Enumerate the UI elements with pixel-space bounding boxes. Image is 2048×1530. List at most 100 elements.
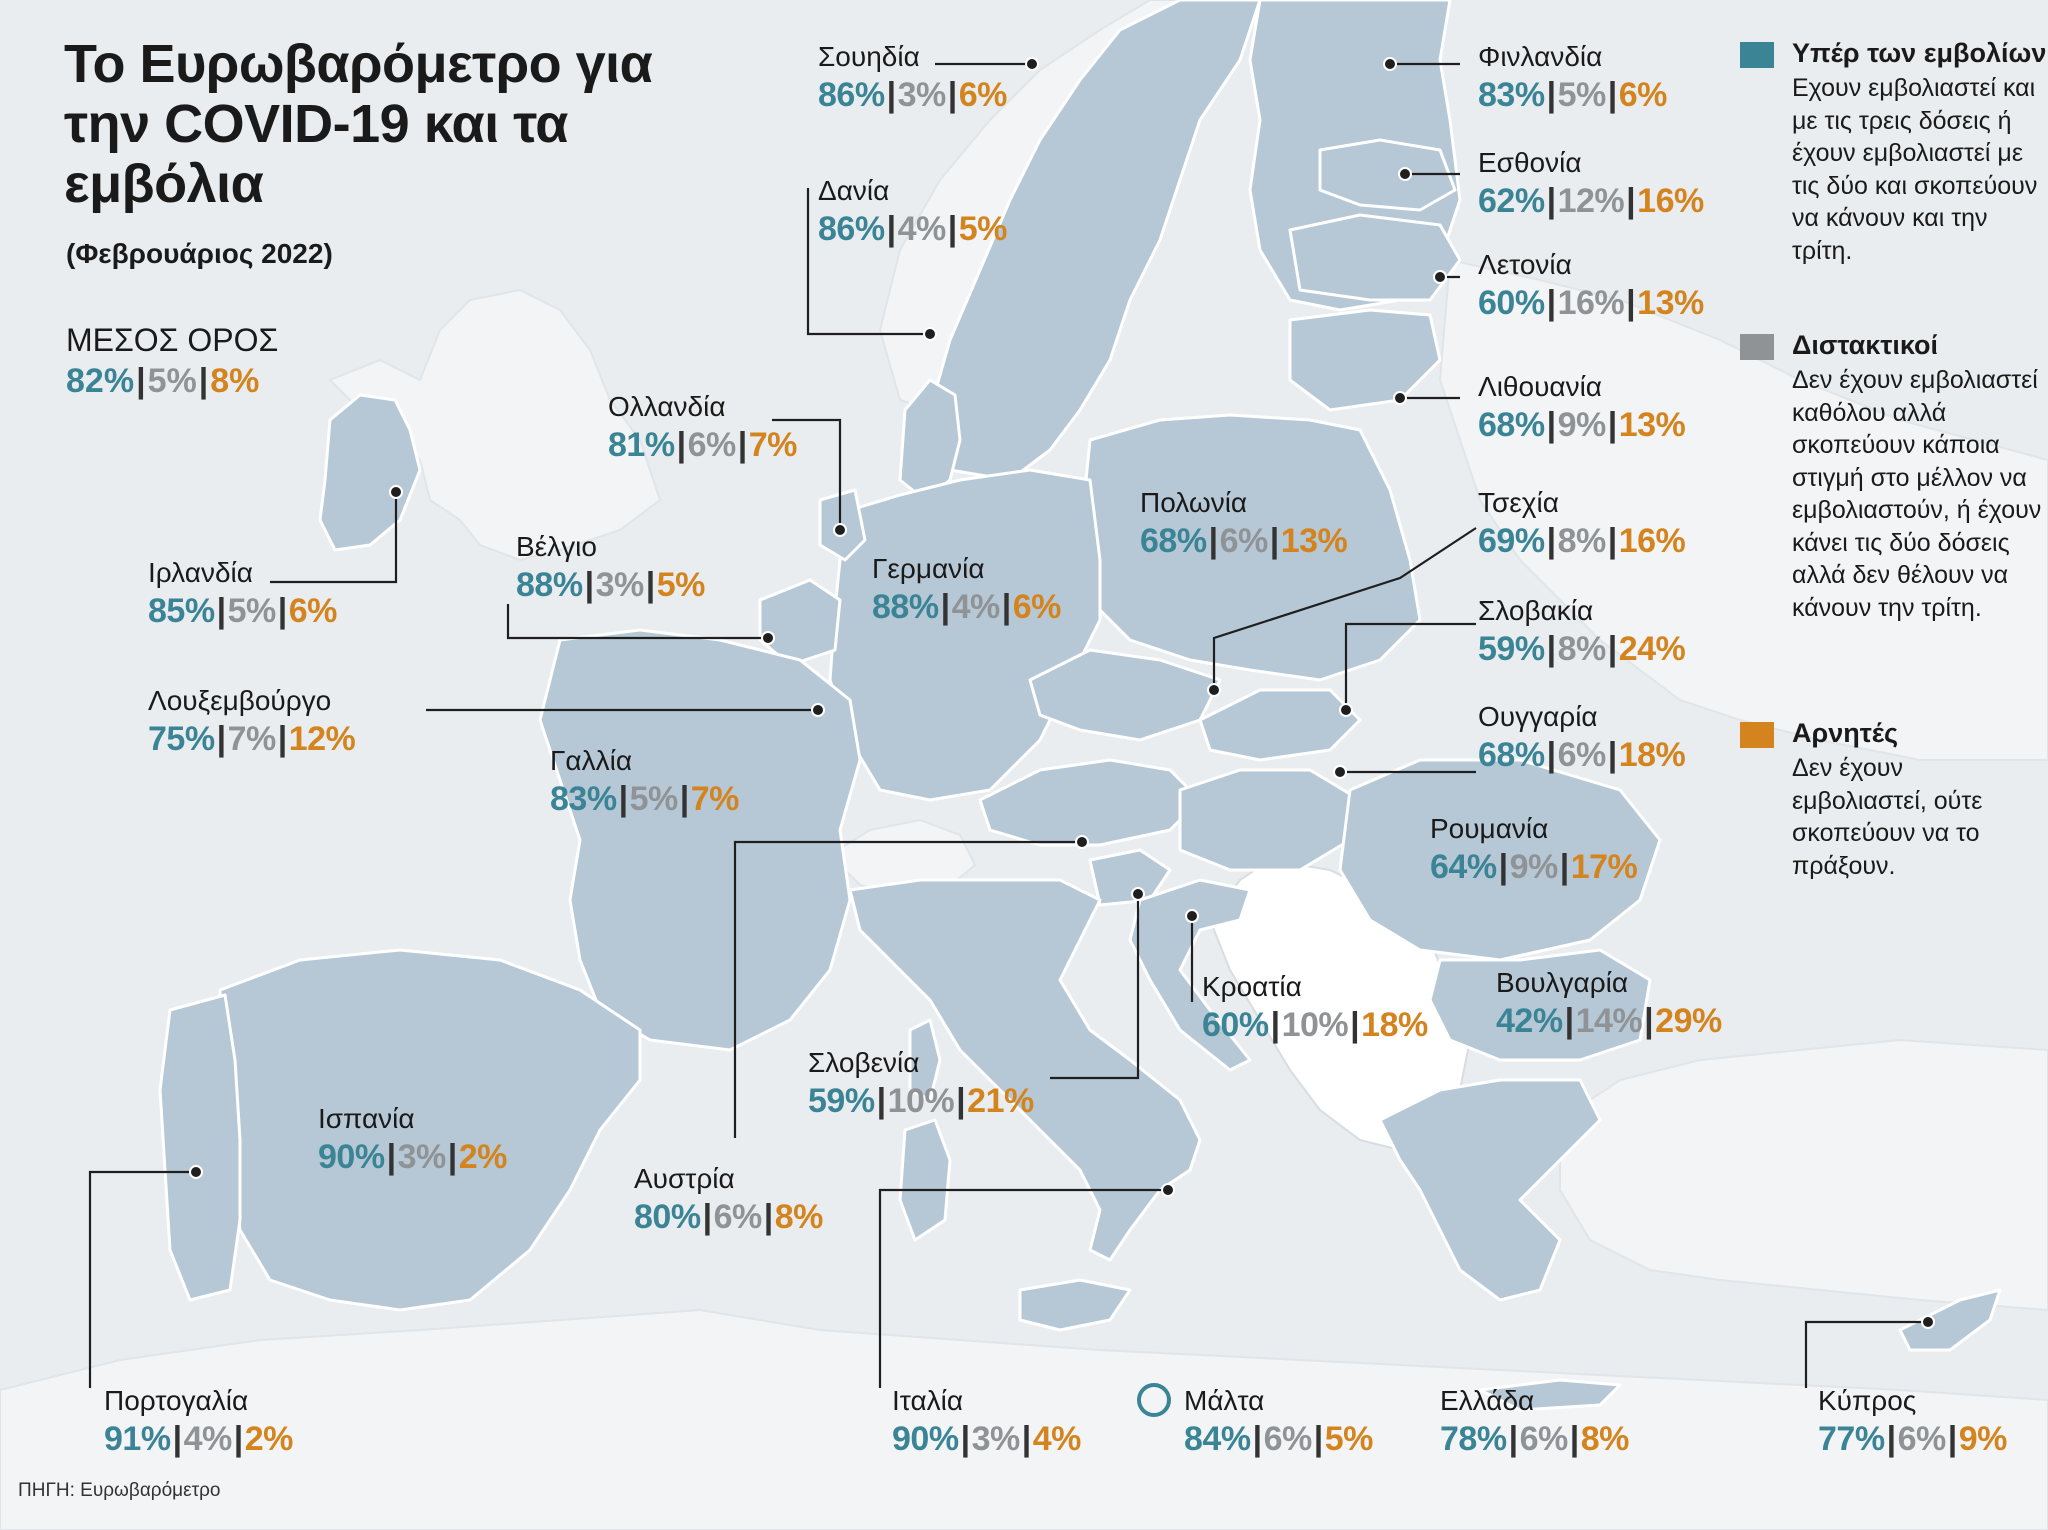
dot-czechia (1207, 683, 1221, 697)
land-belgium (758, 578, 842, 667)
hesitant-value: 10% (887, 1082, 955, 1120)
against-value: 6% (288, 592, 338, 630)
separator: | (447, 1138, 458, 1176)
country-name: Βουλγαρία (1496, 967, 1629, 998)
legend-swatch-pro (1740, 42, 1774, 68)
separator: | (233, 1420, 244, 1458)
land-latvia (1288, 213, 1462, 302)
country-name: Μάλτα (1184, 1385, 1265, 1416)
separator: | (1947, 1420, 1958, 1458)
land-east (1438, 258, 2048, 761)
against-value: 2% (244, 1420, 294, 1458)
separator: | (679, 780, 690, 818)
separator: | (277, 592, 288, 630)
against-value: 17% (1570, 848, 1638, 886)
against-value: 6% (1012, 588, 1062, 626)
land-bulgaria (1428, 948, 1652, 1062)
country-values: 90%|3%|2% (318, 1136, 507, 1178)
separator: | (584, 566, 595, 604)
dot-belgium (761, 631, 775, 645)
against-value: 5% (958, 210, 1008, 248)
country-name: Κύπρος (1818, 1385, 1917, 1416)
separator: | (172, 1420, 183, 1458)
pro-value: 60% (1202, 1006, 1269, 1044)
country-values: 68%|9%|13% (1478, 404, 1686, 446)
dot-croatia (1185, 909, 1199, 923)
label-estonia: Εσθονία 62%|12%|16% (1478, 146, 1704, 222)
separator: | (1546, 76, 1557, 114)
country-values: 91%|4%|2% (104, 1418, 293, 1460)
separator: | (876, 1082, 887, 1120)
label-sweden: Σουηδία 86%|3%|6% (818, 40, 1007, 116)
page-title: Το Ευρωβαρόμετρο για την COVID-19 και τα… (64, 34, 653, 214)
separator: | (1607, 630, 1618, 668)
country-values: 81%|6%|7% (608, 424, 797, 466)
leader-dots (189, 57, 1935, 1417)
separator: | (277, 720, 288, 758)
separator: | (1270, 1006, 1281, 1044)
land-ireland (318, 393, 422, 552)
separator: | (1626, 284, 1636, 322)
legend-title: Αρνητές (1792, 718, 1898, 748)
page-subtitle: (Φεβρουάριος 2022) (66, 238, 333, 269)
legend-swatch-hesitant (1740, 334, 1774, 360)
hesitant-value: 5% (629, 780, 679, 818)
label-ireland: Ιρλανδία 85%|5%|6% (148, 556, 337, 632)
country-name: Ρουμανία (1430, 813, 1549, 844)
label-spain: Ισπανία 90%|3%|2% (318, 1102, 507, 1178)
land-sweden (928, 0, 1262, 482)
legend-description: Δεν έχουν εμβολιαστεί, ούτε σκοπεύουν να… (1792, 754, 1983, 880)
separator: | (1607, 76, 1618, 114)
hesitant-value: 4% (951, 588, 1001, 626)
label-netherlands: Ολλανδία 81%|6%|7% (608, 390, 797, 466)
hesitant-value: 3% (971, 1420, 1021, 1458)
land-austria (978, 758, 1202, 847)
pro-value: 42% (1496, 1002, 1563, 1040)
country-name: Βέλγιο (516, 531, 597, 562)
dot-lithuania (1393, 391, 1407, 405)
separator: | (1269, 522, 1280, 560)
country-name: Ιρλανδία (148, 557, 253, 588)
pro-value: 59% (808, 1082, 875, 1120)
pro-value: 69% (1478, 522, 1545, 560)
average-against: 8% (210, 362, 260, 400)
malta-marker-icon (1137, 1383, 1171, 1417)
land-romania (1338, 758, 1662, 962)
separator: | (1208, 522, 1219, 560)
label-slovakia: Σλοβακία 59%|8%|24% (1478, 594, 1686, 670)
country-name: Λιθουανία (1478, 371, 1602, 402)
against-value: 16% (1637, 182, 1704, 220)
hesitant-value: 3% (595, 566, 645, 604)
pro-value: 68% (1140, 522, 1207, 560)
country-name: Σλοβενία (808, 1047, 920, 1078)
country-values: 68%|6%|18% (1478, 734, 1686, 776)
separator: | (763, 1198, 774, 1236)
separator: | (618, 780, 629, 818)
country-name: Σλοβακία (1478, 595, 1594, 626)
hesitant-value: 6% (1263, 1420, 1313, 1458)
against-value: 24% (1618, 630, 1686, 668)
country-name: Ισπανία (318, 1103, 415, 1134)
pro-value: 64% (1430, 848, 1497, 886)
dot-ireland (389, 485, 403, 499)
separator: | (956, 1082, 966, 1120)
land-sicily (1018, 1278, 1132, 1332)
hesitant-value: 3% (897, 76, 947, 114)
land-poland (1078, 413, 1422, 682)
pro-value: 78% (1440, 1420, 1507, 1458)
country-values: 83%|5%|7% (550, 778, 739, 820)
pro-value: 80% (634, 1198, 701, 1236)
pro-value: 59% (1478, 630, 1545, 668)
country-values: 86%|4%|5% (818, 208, 1007, 250)
label-germany: Γερμανία 88%|4%|6% (872, 552, 1061, 628)
separator: | (645, 566, 656, 604)
country-values: 84%|6%|5% (1184, 1418, 1373, 1460)
hesitant-value: 8% (1557, 630, 1607, 668)
hesitant-value: 6% (687, 426, 737, 464)
country-values: 88%|3%|5% (516, 564, 705, 606)
hesitant-value: 4% (183, 1420, 233, 1458)
country-values: 86%|3%|6% (818, 74, 1007, 116)
separator: | (1607, 736, 1618, 774)
separator: | (960, 1420, 971, 1458)
pro-value: 84% (1184, 1420, 1251, 1458)
